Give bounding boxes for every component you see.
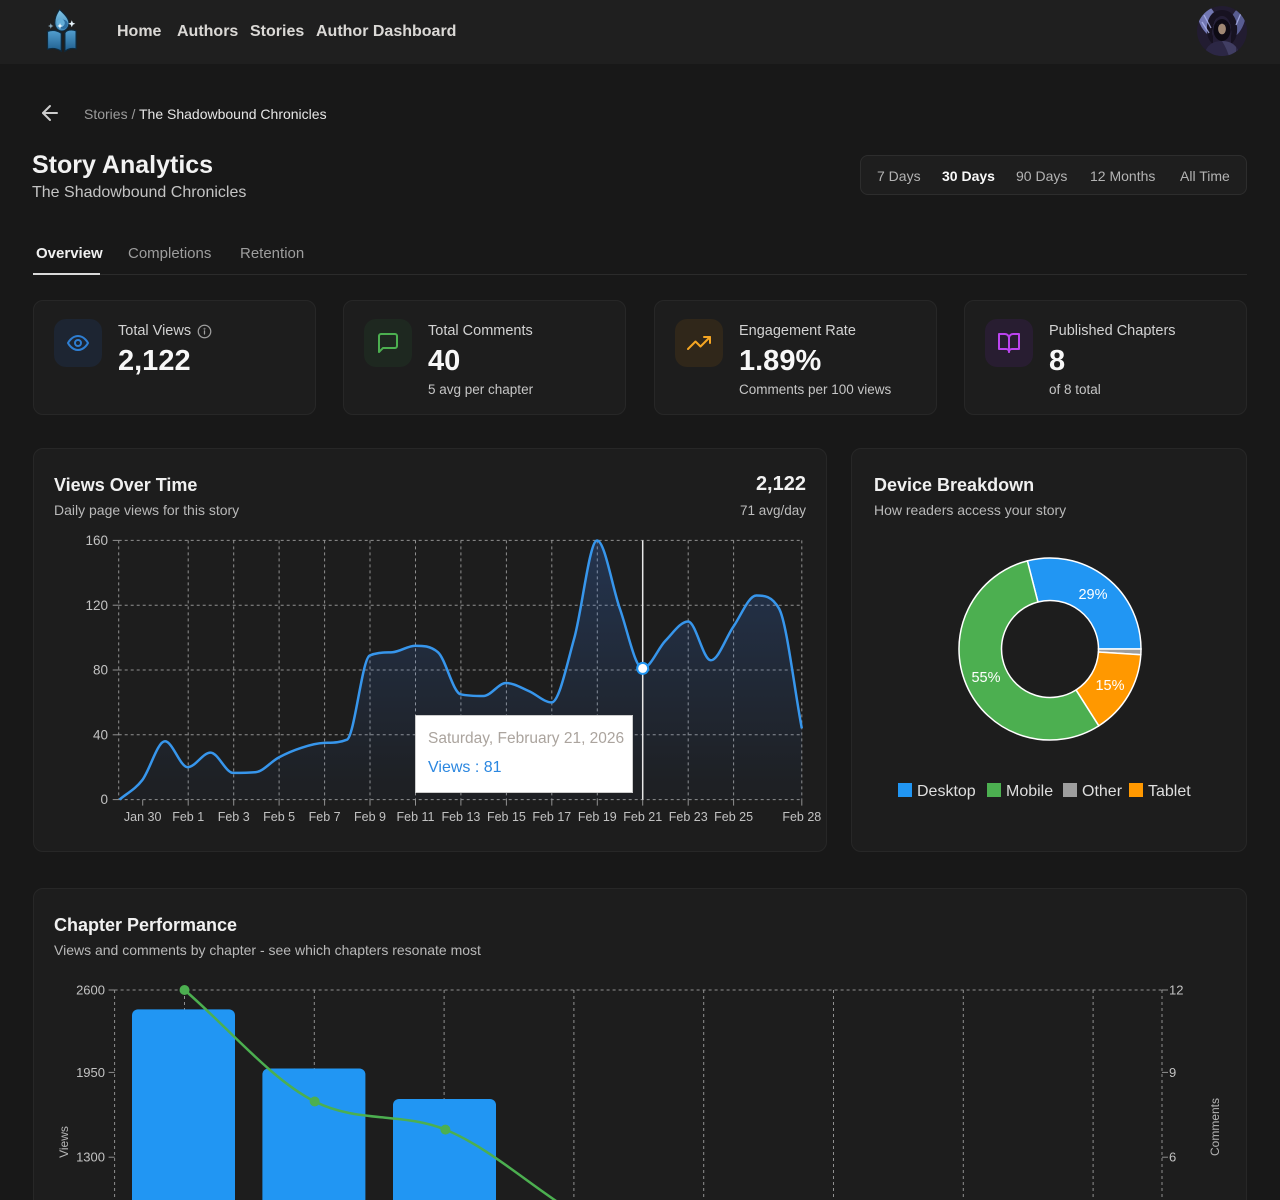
svg-text:Feb 28: Feb 28 — [782, 810, 821, 824]
svg-text:80: 80 — [93, 663, 108, 678]
svg-text:1300: 1300 — [76, 1150, 105, 1165]
svg-text:Feb 23: Feb 23 — [669, 810, 708, 824]
svg-text:Feb 11: Feb 11 — [397, 810, 435, 824]
svg-text:Feb 7: Feb 7 — [309, 810, 341, 824]
svg-text:0: 0 — [100, 792, 108, 807]
svg-text:160: 160 — [85, 533, 108, 548]
svg-text:Feb 17: Feb 17 — [532, 810, 571, 824]
svg-text:6: 6 — [1169, 1150, 1176, 1165]
svg-text:Feb 1: Feb 1 — [172, 810, 204, 824]
svg-text:Desktop: Desktop — [917, 783, 976, 800]
svg-text:55%: 55% — [971, 670, 1000, 686]
svg-text:Feb 15: Feb 15 — [487, 810, 526, 824]
svg-text:Mobile: Mobile — [1006, 783, 1053, 800]
svg-text:2600: 2600 — [76, 983, 105, 998]
svg-text:Feb 13: Feb 13 — [441, 810, 480, 824]
svg-text:Feb 21: Feb 21 — [623, 810, 662, 824]
svg-text:Feb 25: Feb 25 — [714, 810, 753, 824]
svg-text:Tablet: Tablet — [1148, 783, 1191, 800]
svg-text:Feb 3: Feb 3 — [218, 810, 250, 824]
svg-text:Feb 19: Feb 19 — [578, 810, 617, 824]
svg-text:Jan 30: Jan 30 — [124, 810, 162, 824]
svg-text:40: 40 — [93, 727, 108, 742]
svg-text:1950: 1950 — [76, 1065, 105, 1080]
svg-text:Feb 5: Feb 5 — [263, 810, 295, 824]
svg-text:15%: 15% — [1095, 678, 1124, 694]
svg-text:29%: 29% — [1078, 587, 1107, 603]
svg-text:9: 9 — [1169, 1065, 1176, 1080]
svg-text:Feb 9: Feb 9 — [354, 810, 386, 824]
svg-text:Other: Other — [1082, 783, 1123, 800]
svg-text:12: 12 — [1169, 983, 1183, 998]
svg-text:120: 120 — [85, 598, 108, 613]
